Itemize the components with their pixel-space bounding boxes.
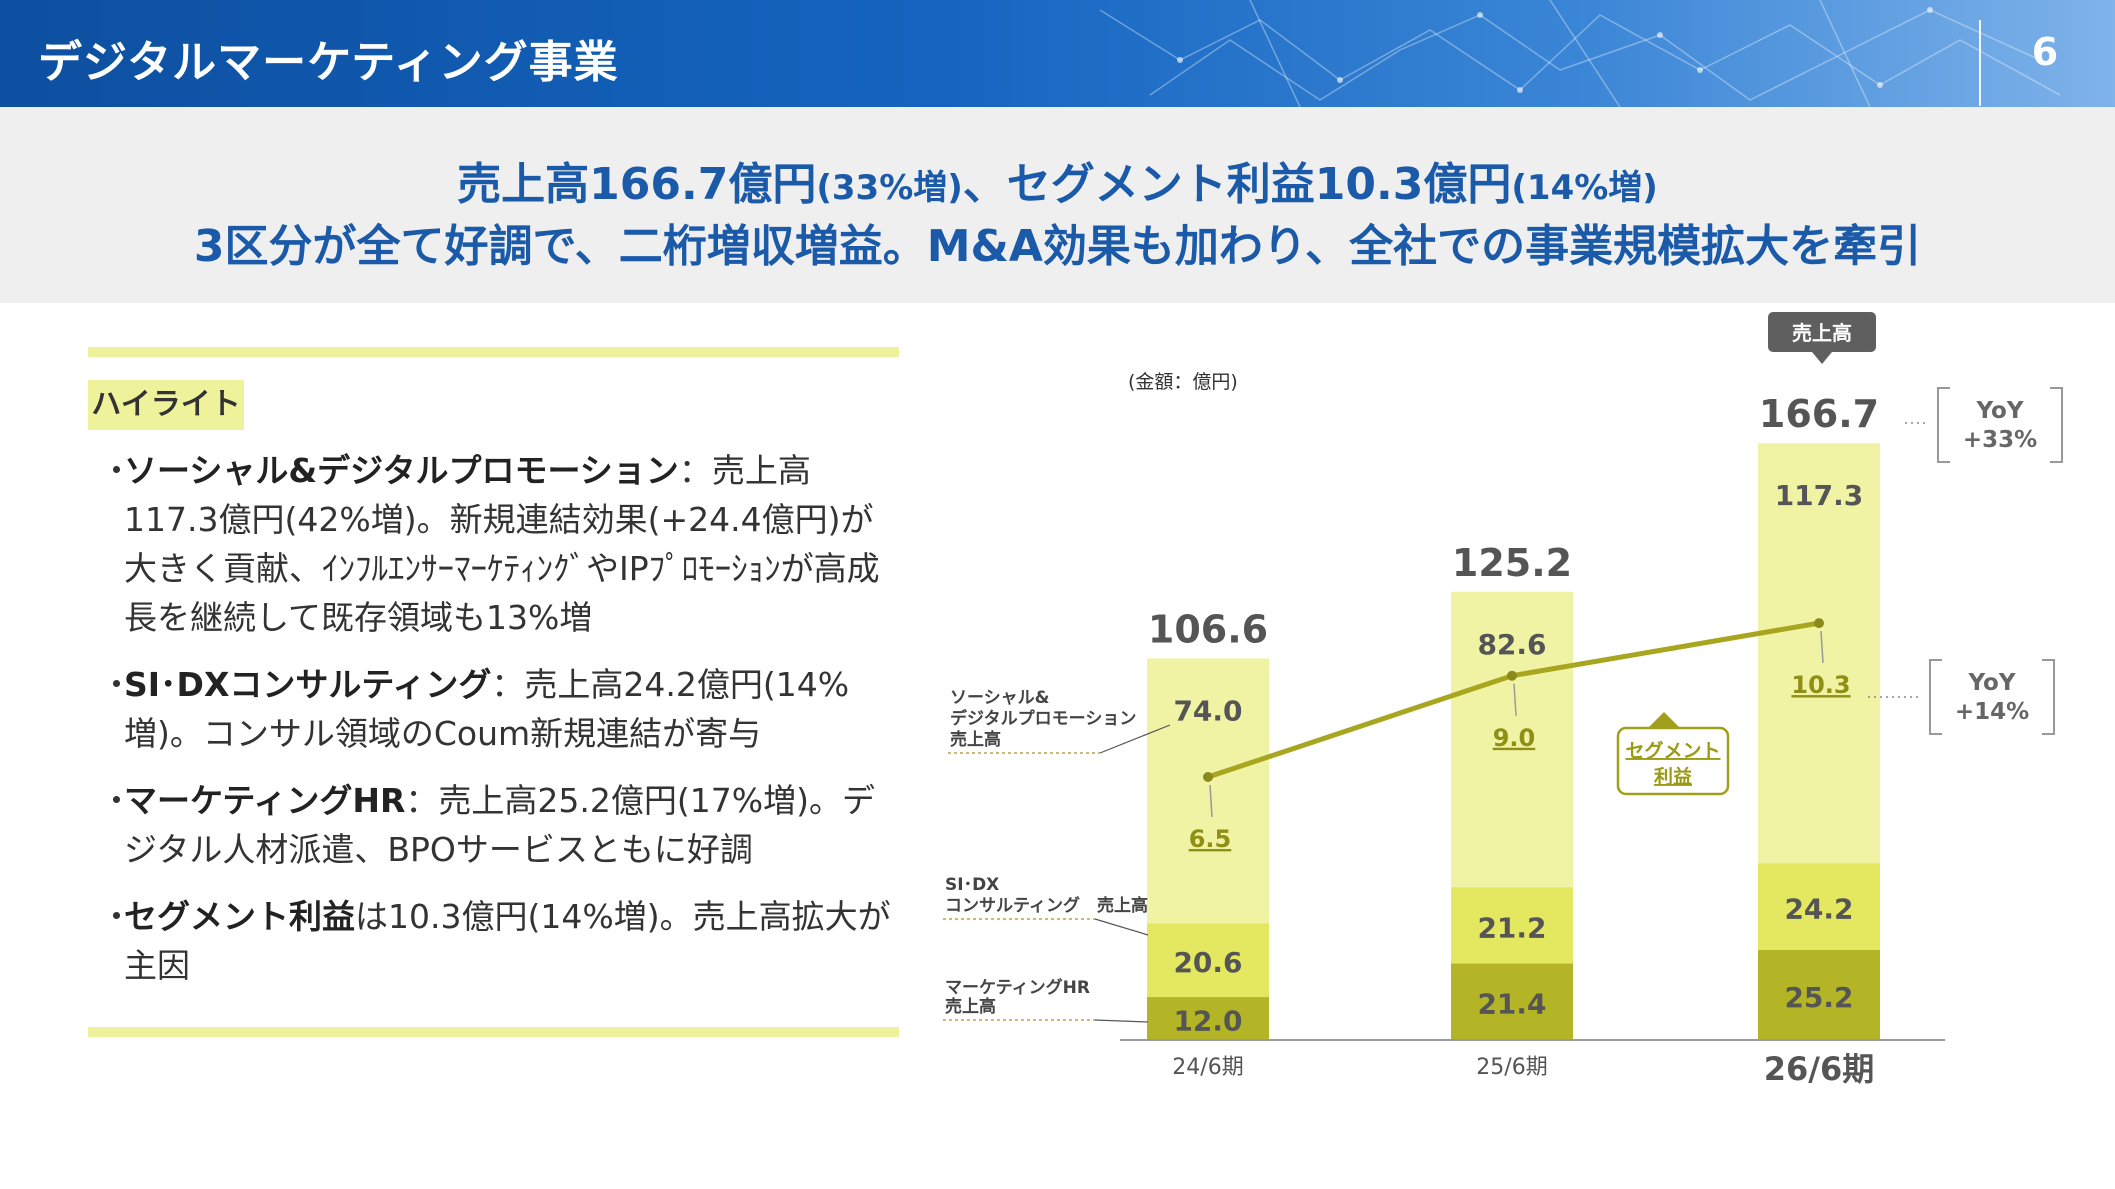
- bar-value-label: 21.4: [1477, 988, 1546, 1021]
- profit-point: [1507, 670, 1517, 681]
- bar-segment: [1451, 963, 1573, 1040]
- headline-sales: 売上高166.7億円: [457, 159, 817, 210]
- page-title: デジタルマーケティング事業: [38, 37, 619, 88]
- profit-value-label: 6.5: [1189, 825, 1232, 853]
- bullet-text: ：売上高24.2億円(14%増)。コンサル領域のCoum新規連結が寄与: [124, 665, 850, 753]
- yoy-sales-value: +33%: [1963, 427, 2037, 453]
- headline-profit-growth: (14%増): [1511, 168, 1658, 208]
- yoy-profit-value: +14%: [1955, 699, 2029, 725]
- bullet-title: SI･DXコンサルティング: [124, 665, 492, 704]
- bullet-text: ：売上高117.3億円(42%増)。新規連結効果(+24.4億円)が大きく貢献、…: [124, 451, 880, 637]
- profit-value-label: 9.0: [1493, 724, 1536, 752]
- header-bar: デジタルマーケティング事業 6: [0, 0, 2115, 107]
- profit-point: [1203, 772, 1213, 782]
- series-label: SI･DX: [945, 875, 999, 895]
- network-pattern-decoration: [1099, 0, 2061, 107]
- yoy-sales-bracket-right: [2050, 387, 2063, 463]
- profit-point: [1814, 618, 1824, 629]
- bar-segment: [1147, 923, 1269, 998]
- yoy-profit-bracket-left: [1929, 659, 1942, 735]
- yoy-profit-bracket-right: [2042, 659, 2055, 735]
- bullet-text: ：売上高25.2億円(17%増)。デジタル人材派遣、BPOサービスともに好調: [124, 781, 875, 869]
- profit-label-line-2: 利益: [1654, 765, 1692, 788]
- headline-band: [0, 107, 2115, 303]
- series-label: デジタルプロモーション: [950, 708, 1136, 729]
- bar-value-label: 74.0: [1173, 694, 1242, 727]
- bar-segment: [1758, 863, 1880, 950]
- series-label: 売上高: [945, 996, 996, 1017]
- bar-value-label: 24.2: [1784, 892, 1853, 925]
- sales-callout-label: 売上高: [1792, 321, 1852, 345]
- headline-profit: 、セグメント利益10.3億円: [962, 159, 1512, 210]
- bar-value-label: 20.6: [1173, 946, 1242, 979]
- bar-segment: [1758, 949, 1880, 1040]
- sales-callout-pointer: [1812, 352, 1832, 364]
- profit-box-pointer: [1648, 712, 1680, 728]
- series-label: コンサルティング 売上高: [945, 895, 1148, 916]
- bullet-dot: ・: [100, 665, 133, 704]
- category-label: 25/6期: [1476, 1055, 1547, 1080]
- yoy-sales-label: YoY: [1976, 398, 2024, 424]
- series-label-leader: [1094, 918, 1149, 936]
- bar-value-label: 25.2: [1784, 981, 1853, 1014]
- highlight-tag: ハイライト: [88, 380, 244, 430]
- bar-value-label: 21.2: [1477, 911, 1546, 944]
- headline-line-2: 3区分が全て好調で、二桁増収増益。M&A効果も加わり、全社での事業規模拡大を牽引: [193, 221, 1922, 272]
- series-label: ソーシャル&: [950, 688, 1050, 708]
- bar-value-label: 82.6: [1477, 628, 1546, 661]
- header-divider: [1979, 20, 1981, 106]
- yoy-profit-label: YoY: [1968, 670, 2016, 696]
- profit-leader: [1513, 683, 1517, 716]
- bar-total-label: 125.2: [1452, 541, 1572, 585]
- bullet-social-digital: ・ソーシャル&デジタルプロモーション：売上高117.3億円(42%増)。新規連結…: [100, 446, 900, 642]
- bar-segment: [1451, 887, 1573, 964]
- bullet-segment-profit: ・セグメント利益は10.3億円(14%増)。売上高拡大が主因: [100, 892, 900, 990]
- profit-value-label: 10.3: [1791, 671, 1850, 699]
- highlight-bullets: ・ソーシャル&デジタルプロモーション：売上高117.3億円(42%増)。新規連結…: [100, 446, 900, 1008]
- highlight-top-rule: [88, 347, 899, 357]
- unit-label: (金額：億円): [1128, 371, 1238, 393]
- bar-segment: [1758, 443, 1880, 864]
- bar-segment: [1147, 997, 1269, 1040]
- bullet-text: は10.3億円(14%増)。売上高拡大が主因: [124, 897, 891, 985]
- profit-label-box: [1616, 726, 1730, 796]
- page-number: 6: [2031, 30, 2059, 74]
- series-label-leader: [1094, 1019, 1149, 1023]
- bar-total-label: 106.6: [1148, 607, 1268, 651]
- bullet-marketing-hr: ・マーケティングHR：売上高25.2億円(17%増)。デジタル人材派遣、BPOサ…: [100, 776, 900, 874]
- bullet-title: ソーシャル&デジタルプロモーション: [124, 451, 679, 490]
- bullet-title: マーケティングHR: [124, 781, 406, 820]
- bar-segment: [1147, 658, 1269, 924]
- category-label: 24/6期: [1172, 1055, 1243, 1080]
- bullet-dot: ・: [100, 451, 133, 490]
- series-label: マーケティングHR: [945, 977, 1090, 998]
- highlight-bottom-rule: [88, 1027, 899, 1037]
- profit-leader: [1820, 631, 1824, 664]
- sales-callout-box: [1768, 312, 1876, 352]
- headline-sales-growth: (33%増): [816, 168, 963, 208]
- bar-total-label: 166.7: [1759, 392, 1879, 436]
- bar-segment: [1451, 591, 1573, 888]
- bullet-title: セグメント利益: [124, 897, 355, 936]
- bar-value-label: 12.0: [1173, 1005, 1242, 1038]
- yoy-sales-bracket-left: [1937, 387, 1950, 463]
- bullet-dot: ・: [100, 897, 133, 936]
- bullet-si-dx: ・ SI･DXコンサルティング：売上高24.2億円(14%増)。コンサル領域のCo…: [100, 660, 900, 758]
- series-label: 売上高: [950, 729, 1001, 750]
- headline-line-1: 売上高166.7億円(33%増)、セグメント利益10.3億円(14%増): [0, 148, 2115, 212]
- series-label-leader: [1099, 724, 1171, 754]
- bullet-dot: ・: [100, 781, 133, 820]
- bar-value-label: 117.3: [1775, 479, 1864, 512]
- profit-label-line-1: セグメント: [1625, 739, 1720, 762]
- profit-leader: [1209, 784, 1213, 818]
- category-label: 26/6期: [1764, 1050, 1875, 1088]
